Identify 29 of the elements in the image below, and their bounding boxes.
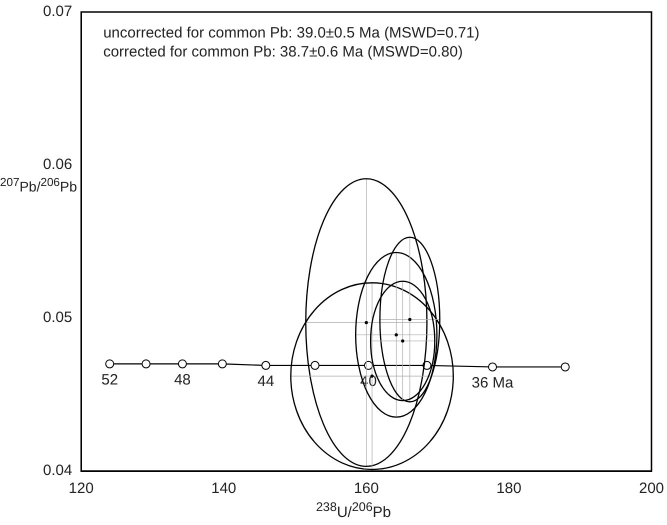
point bbox=[105, 359, 114, 368]
x-tick-label: 180 bbox=[496, 480, 522, 498]
point bbox=[408, 318, 412, 322]
point bbox=[261, 360, 270, 370]
x-tick-label: 120 bbox=[68, 480, 94, 498]
y-axis-title: $^{207}$Pb/$^{206}$Pb bbox=[0, 176, 78, 195]
point bbox=[310, 360, 320, 370]
point bbox=[218, 359, 227, 368]
point bbox=[178, 359, 187, 368]
annotation: 36 Ma bbox=[472, 374, 514, 392]
annotation: 48 bbox=[174, 372, 191, 389]
annotation: corrected for common Pb: 38.7±0.6 Ma (MSWD=0.80) bbox=[103, 44, 463, 61]
x-tick-label: 160 bbox=[354, 480, 379, 498]
point bbox=[560, 362, 570, 372]
annotation: uncorrected for common Pb: 39.0±0.5 Ma (MSWD=0.71) bbox=[103, 24, 480, 42]
y-tick-label: 0.04 bbox=[42, 462, 72, 480]
point bbox=[364, 320, 368, 324]
y-tick-label: 0.05 bbox=[42, 309, 72, 326]
x-axis-title: $^{238}$U/$^{206}$Pb bbox=[314, 500, 392, 521]
point bbox=[394, 333, 398, 336]
y-tick-label: 0.07 bbox=[42, 3, 72, 20]
point bbox=[488, 362, 498, 372]
annotation: 52 bbox=[101, 372, 118, 389]
annotation: 44 bbox=[257, 373, 274, 390]
point bbox=[142, 359, 151, 368]
point bbox=[401, 339, 404, 343]
x-tick-label: 140 bbox=[211, 480, 236, 498]
x-tick-label: 200 bbox=[638, 480, 664, 498]
y-tick-label: 0.06 bbox=[42, 156, 72, 174]
